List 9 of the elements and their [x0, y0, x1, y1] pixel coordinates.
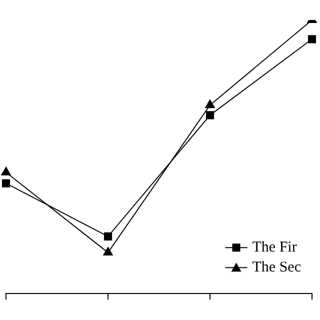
point [104, 232, 112, 240]
point [206, 111, 214, 120]
legend-label: The Sec [252, 260, 302, 276]
point [308, 35, 316, 44]
point [2, 179, 10, 188]
point [103, 247, 113, 256]
legend-label: The Fir [252, 240, 297, 256]
point [1, 166, 11, 176]
point [205, 100, 215, 108]
